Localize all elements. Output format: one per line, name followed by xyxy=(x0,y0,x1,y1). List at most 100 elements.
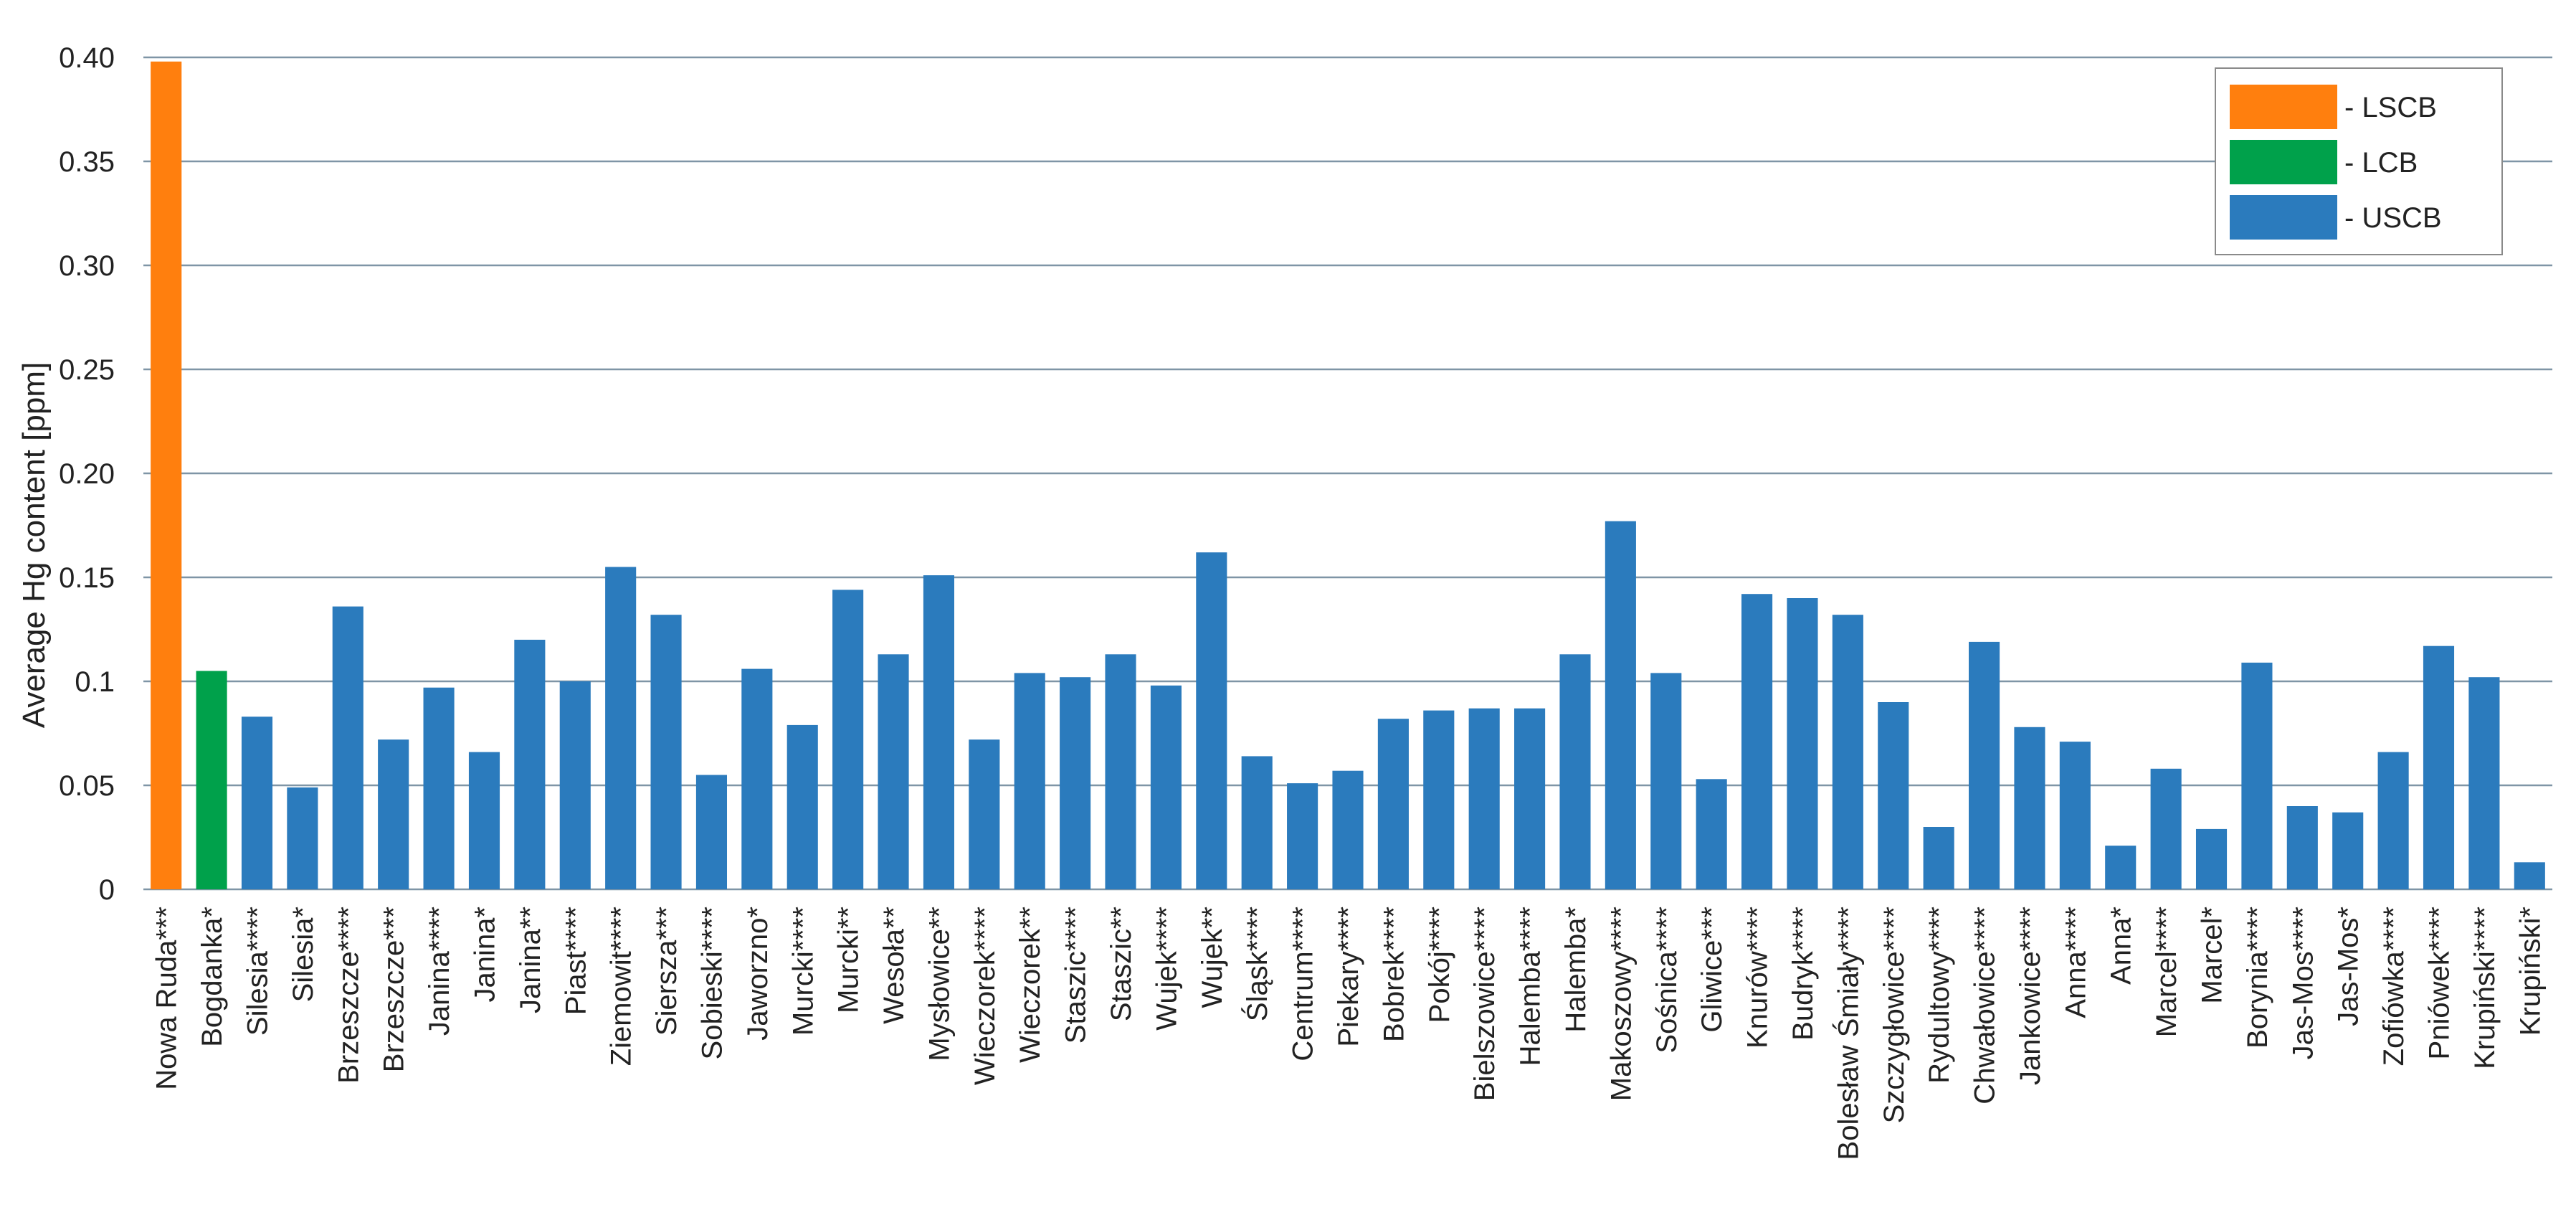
bar xyxy=(1787,598,1818,889)
bars xyxy=(151,61,2545,889)
bar xyxy=(2105,846,2137,889)
x-tick-label: Jas-Mos* xyxy=(2333,907,2364,1026)
x-tick-label: Krupiński**** xyxy=(2469,907,2501,1069)
bar xyxy=(423,687,455,889)
x-tick-label: Staszic**** xyxy=(1060,907,1092,1044)
bar xyxy=(2286,806,2318,889)
x-tick-label: Chwałowice**** xyxy=(1969,907,2001,1104)
y-tick-label: 0.25 xyxy=(59,354,115,386)
bar xyxy=(1696,779,1727,889)
bar xyxy=(1605,521,1636,889)
x-tick-label: Staszic** xyxy=(1106,907,1137,1021)
bar xyxy=(378,739,409,889)
x-tick-label: Jankowice**** xyxy=(2015,907,2046,1085)
bar xyxy=(2468,677,2500,889)
bar xyxy=(832,590,864,889)
bar xyxy=(2150,768,2182,889)
bar xyxy=(1923,827,1954,889)
x-tick-label: Śląsk**** xyxy=(1240,907,1273,1021)
bar xyxy=(1650,673,1682,889)
x-tick-label: Mysłowice** xyxy=(923,907,955,1061)
bar xyxy=(2195,828,2228,889)
bar xyxy=(196,671,227,889)
bar xyxy=(650,615,682,889)
x-tick-label: Makoszowy**** xyxy=(1605,907,1637,1101)
legend-swatch xyxy=(2230,85,2337,129)
x-axis-category-labels: Nowa Ruda*** Bogdanka* Silesia**** Silesia*… xyxy=(151,907,2547,1160)
y-tick-label: 0.40 xyxy=(59,42,115,74)
x-tick-label: Halemba* xyxy=(1560,907,1592,1033)
legend-label: - LSCB xyxy=(2344,92,2437,123)
bar xyxy=(2059,742,2091,889)
x-tick-label: Bobrek**** xyxy=(1378,907,1410,1042)
x-tick-label: Siersza*** xyxy=(651,907,683,1036)
x-tick-label: Janina** xyxy=(515,907,546,1013)
bar xyxy=(1060,677,1091,889)
bar xyxy=(1423,710,1455,889)
bar xyxy=(923,575,954,889)
bar xyxy=(1150,685,1182,889)
bar xyxy=(2423,645,2455,889)
bar xyxy=(1968,641,2000,889)
bar xyxy=(559,681,591,889)
x-tick-label: Brzeszcze*** xyxy=(379,907,410,1072)
bar xyxy=(241,716,273,889)
x-tick-label: Szczygłowice**** xyxy=(1878,907,1910,1123)
x-tick-label: Piast**** xyxy=(560,907,591,1015)
y-tick-label: 0.1 xyxy=(75,666,115,698)
bar xyxy=(151,61,182,889)
x-tick-label: Jas-Mos**** xyxy=(2287,907,2319,1059)
legend-swatch xyxy=(2230,140,2337,184)
x-tick-label: Bogdanka* xyxy=(196,907,228,1047)
x-tick-label: Silesia* xyxy=(287,907,319,1002)
x-tick-label: Nowa Ruda*** xyxy=(151,907,183,1090)
y-tick-label: 0.20 xyxy=(59,458,115,490)
bar xyxy=(2241,662,2273,889)
x-tick-label: Silesia**** xyxy=(242,907,273,1036)
legend-label: - LCB xyxy=(2344,147,2418,179)
x-tick-label: Ziemowit**** xyxy=(606,907,637,1066)
legend: - LSCB - LCB - USCB xyxy=(2215,67,2503,255)
x-tick-label: Anna* xyxy=(2106,907,2137,985)
x-tick-label: Pniówek**** xyxy=(2424,907,2456,1059)
bar xyxy=(2377,752,2409,889)
bar xyxy=(2332,812,2364,889)
bar xyxy=(1832,615,1863,889)
bar xyxy=(332,606,363,889)
y-tick-label: 0.05 xyxy=(59,770,115,802)
x-tick-label: Murcki**** xyxy=(787,907,819,1036)
y-tick-label: 0.15 xyxy=(59,562,115,594)
legend-swatch xyxy=(2230,195,2337,240)
bar xyxy=(605,567,637,889)
bar xyxy=(1741,594,1773,889)
x-tick-label: Sobieski**** xyxy=(696,907,728,1059)
x-tick-label: Bolesław Śmiały**** xyxy=(1831,907,1864,1160)
x-tick-label: Wesoła** xyxy=(878,907,910,1024)
bar xyxy=(1878,702,1909,889)
x-tick-label: Anna**** xyxy=(2060,907,2091,1018)
x-tick-label: Pokój**** xyxy=(1424,907,1455,1023)
x-tick-label: Piekary**** xyxy=(1333,907,1364,1047)
x-tick-label: Budryk**** xyxy=(1787,907,1819,1041)
x-tick-label: Halemba**** xyxy=(1515,907,1546,1066)
y-tick-label: 0.35 xyxy=(59,146,115,178)
y-tick-label: 0.30 xyxy=(59,250,115,282)
x-tick-label: Sośnica**** xyxy=(1651,907,1683,1054)
bar xyxy=(468,752,500,889)
gridlines xyxy=(143,56,2552,891)
bar xyxy=(2014,727,2045,889)
bar xyxy=(695,775,728,889)
bar xyxy=(514,640,546,889)
bar xyxy=(878,654,909,889)
x-tick-label: Gliwice*** xyxy=(1696,907,1728,1033)
bar xyxy=(1014,673,1045,889)
x-tick-label: Wujek**** xyxy=(1151,907,1182,1031)
bar xyxy=(741,668,773,889)
x-tick-label: Wieczorek** xyxy=(1014,907,1046,1063)
x-tick-label: Marcel**** xyxy=(2151,907,2182,1037)
x-tick-label: Janina* xyxy=(469,907,500,1002)
bar xyxy=(1468,708,1500,889)
x-tick-label: Rydultowy**** xyxy=(1924,907,1955,1084)
